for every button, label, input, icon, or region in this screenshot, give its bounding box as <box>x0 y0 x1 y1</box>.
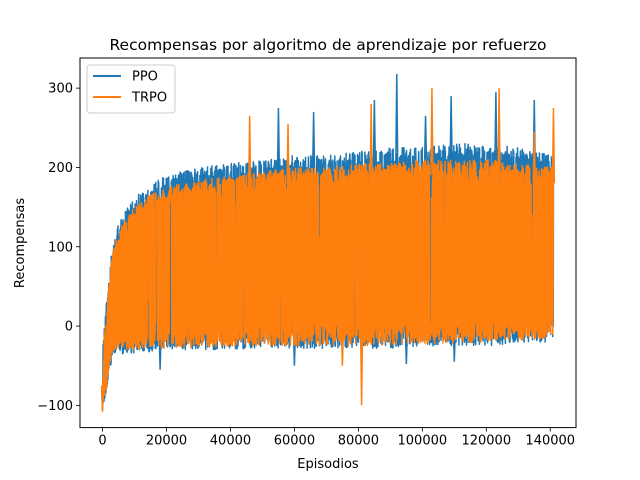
x-axis-label: Episodios <box>297 457 359 472</box>
series-spike-trpo <box>369 103 373 180</box>
series-spike-trpo <box>359 329 364 406</box>
x-tick-label: 140000 <box>525 434 575 449</box>
series-spike-trpo <box>340 330 345 366</box>
series-spike-ppo <box>452 330 457 362</box>
chart-title: Recompensas por algoritmo de aprendizaje… <box>109 36 546 54</box>
legend-box <box>86 64 176 114</box>
y-tick-label: 200 <box>48 161 73 176</box>
series-spike-ppo <box>311 111 316 172</box>
x-tick-label: 80000 <box>338 434 379 449</box>
y-tick-label: 0 <box>65 320 73 335</box>
y-axis-ticks: −100 0 100 200 300 <box>37 82 80 414</box>
series-spike-ppo <box>395 73 399 164</box>
series-spike-ppo <box>494 92 498 161</box>
series-line-trpo <box>101 159 555 400</box>
series-spike-ppo <box>276 107 281 174</box>
legend-label-trpo: TRPO <box>131 91 167 106</box>
series-spike-trpo <box>430 88 434 176</box>
series-spike-trpo <box>551 107 556 184</box>
x-tick-label: 100000 <box>398 434 448 449</box>
series-spike-trpo <box>286 123 290 185</box>
series-spike-ppo <box>372 100 377 166</box>
series-spike-trpo <box>247 115 252 189</box>
y-tick-label: 300 <box>48 82 73 97</box>
series-spike-trpo <box>100 385 105 412</box>
legend-label-ppo: PPO <box>132 70 158 85</box>
series-spike-ppo <box>449 96 453 160</box>
series-spike-trpo <box>532 131 536 182</box>
x-tick-label: 60000 <box>274 434 315 449</box>
x-tick-label: 40000 <box>210 434 251 449</box>
x-tick-label: 0 <box>98 434 106 449</box>
legend: PPO TRPO <box>86 64 176 114</box>
x-tick-label: 120000 <box>461 434 511 449</box>
y-axis-label: Recompensas <box>13 198 28 288</box>
x-axis-ticks: 0 20000 40000 60000 80000 100000 120000 140000 <box>98 427 575 449</box>
series-spike-trpo <box>497 88 501 177</box>
axes-frame <box>79 57 577 429</box>
y-tick-label: 100 <box>48 240 73 255</box>
y-tick-label: −100 <box>37 399 73 414</box>
x-tick-label: 20000 <box>146 434 187 449</box>
plot-series-layer <box>100 73 556 412</box>
series-spike-ppo <box>423 115 428 164</box>
